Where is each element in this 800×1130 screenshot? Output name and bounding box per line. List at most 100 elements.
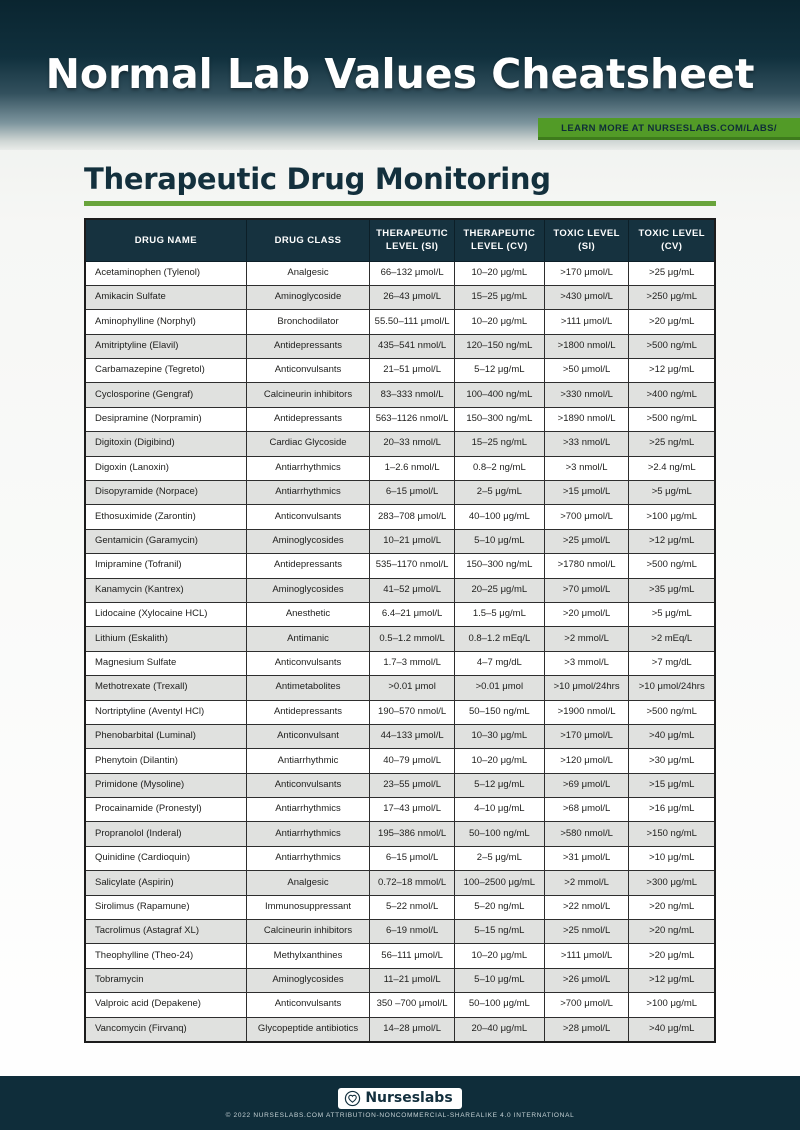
toxic-level-cv-cell: >16 μg/mL (628, 797, 716, 823)
drug-class-cell: Anticonvulsants (245, 650, 371, 677)
table-row: Aminophylline (Norphyl) Bronchodilator 55.… (84, 309, 716, 335)
toxic-level-cv-cell: >20 μg/mL (628, 943, 716, 969)
therapeutic-level-si-cell: 14–28 μmol/L (369, 1016, 455, 1043)
toxic-level-si-cell: >26 μmol/L (543, 967, 630, 994)
toxic-level-cv-cell: >5 μg/mL (628, 480, 716, 506)
drug-name-cell: Phenobarbital (Luminal) (84, 723, 247, 750)
drug-name-cell: Valproic acid (Depakene) (84, 992, 247, 1018)
therapeutic-level-si-cell: 5–22 nmol/L (369, 894, 455, 921)
page-title: Normal Lab Values Cheatsheet (45, 50, 755, 98)
table-row: Salicylate (Aspirin) Analgesic 0.72–18 mmo… (84, 870, 716, 896)
table-row: Tobramycin Aminoglycosides 11–21 μmol/L 5–1… (84, 967, 716, 994)
toxic-level-si-cell: >68 μmol/L (543, 797, 630, 823)
toxic-level-cv-cell: >2.4 ng/mL (628, 455, 716, 482)
therapeutic-level-cv-cell: 100–2500 μg/mL (453, 870, 545, 896)
table-row: Cyclosporine (Gengraf) Calcineurin inhibi… (84, 382, 716, 408)
therapeutic-level-cv-cell: 120–150 ng/mL (453, 333, 545, 360)
therapeutic-level-si-cell: 6–19 nmol/L (369, 919, 455, 945)
therapeutic-level-si-cell: 26–43 μmol/L (369, 284, 455, 311)
therapeutic-level-cv-cell: 20–40 μg/mL (453, 1016, 545, 1043)
column-header: TOXIC LEVEL (SI) (543, 218, 630, 262)
toxic-level-si-cell: >70 μmol/L (543, 577, 630, 603)
therapeutic-level-cv-cell: 5–10 μg/mL (453, 967, 545, 994)
drug-name-cell: Primidone (Mysoline) (84, 772, 247, 799)
toxic-level-cv-cell: >12 μg/mL (628, 967, 716, 994)
drug-class-cell: Anticonvulsants (245, 358, 371, 384)
table-row: Acetaminophen (Tylenol) Analgesic 66–132 μ… (84, 260, 716, 286)
drug-class-cell: Anticonvulsants (245, 504, 371, 530)
toxic-level-cv-cell: >100 μg/mL (628, 992, 716, 1018)
toxic-level-si-cell: >330 nmol/L (543, 382, 630, 408)
drug-name-cell: Digitoxin (Digibind) (84, 431, 247, 457)
drug-class-cell: Aminoglycoside (245, 284, 371, 311)
drug-class-cell: Antidepressants (245, 333, 371, 360)
therapeutic-level-cv-cell: 2–5 μg/mL (453, 480, 545, 506)
toxic-level-si-cell: >3 mmol/L (543, 650, 630, 677)
toxic-level-si-cell: >25 nmol/L (543, 919, 630, 945)
drug-class-cell: Anticonvulsants (245, 992, 371, 1018)
learn-more-ribbon[interactable]: LEARN MORE AT NURSESLABS.COM/LABS/ (538, 118, 800, 140)
toxic-level-cv-cell: >10 μmol/24hrs (628, 675, 716, 701)
toxic-level-cv-cell: >20 μg/mL (628, 309, 716, 335)
table-row: Ethosuximide (Zarontin) Anticonvulsants 28… (84, 504, 716, 530)
footer: Nurseslabs © 2022 NURSESLABS.COM ATTRIBU… (0, 1076, 800, 1130)
toxic-level-si-cell: >1900 nmol/L (543, 699, 630, 725)
table-row: Disopyramide (Norpace) Antiarrhythmics 6–1… (84, 480, 716, 506)
section-title: Therapeutic Drug Monitoring (84, 162, 551, 196)
toxic-level-cv-cell: >5 μg/mL (628, 601, 716, 628)
table-row: Nortriptyline (Aventyl HCl) Antidepressan… (84, 699, 716, 725)
therapeutic-level-cv-cell: 50–100 ng/mL (453, 821, 545, 847)
toxic-level-si-cell: >20 μmol/L (543, 601, 630, 628)
toxic-level-cv-cell: >10 μg/mL (628, 845, 716, 872)
table-row: Phenytoin (Dilantin) Antiarrhythmic 40–79 … (84, 748, 716, 774)
therapeutic-level-cv-cell: 10–20 μg/mL (453, 748, 545, 774)
drug-class-cell: Antiarrhythmics (245, 845, 371, 872)
therapeutic-level-si-cell: 83–333 nmol/L (369, 382, 455, 408)
therapeutic-level-cv-cell: 5–12 μg/mL (453, 358, 545, 384)
drug-class-cell: Calcineurin inhibitors (245, 919, 371, 945)
therapeutic-level-cv-cell: 40–100 μg/mL (453, 504, 545, 530)
therapeutic-level-cv-cell: 10–20 μg/mL (453, 260, 545, 286)
table-row: Phenobarbital (Luminal) Anticonvulsant 44–… (84, 723, 716, 750)
drug-class-cell: Antiarrhythmics (245, 455, 371, 482)
toxic-level-si-cell: >1890 nmol/L (543, 406, 630, 433)
drug-name-cell: Nortriptyline (Aventyl HCl) (84, 699, 247, 725)
toxic-level-si-cell: >111 μmol/L (543, 309, 630, 335)
therapeutic-level-cv-cell: 1.5–5 μg/mL (453, 601, 545, 628)
toxic-level-cv-cell: >7 mg/dL (628, 650, 716, 677)
drug-name-cell: Digoxin (Lanoxin) (84, 455, 247, 482)
toxic-level-si-cell: >170 μmol/L (543, 723, 630, 750)
drug-class-cell: Antiarrhythmic (245, 748, 371, 774)
toxic-level-cv-cell: >500 ng/mL (628, 406, 716, 433)
therapeutic-level-si-cell: 283–708 μmol/L (369, 504, 455, 530)
drug-class-cell: Antimanic (245, 626, 371, 652)
drug-name-cell: Kanamycin (Kantrex) (84, 577, 247, 603)
drug-class-cell: Antiarrhythmics (245, 480, 371, 506)
heart-pulse-icon (344, 1090, 361, 1107)
drug-class-cell: Immunosuppressant (245, 894, 371, 921)
therapeutic-level-cv-cell: 50–150 ng/mL (453, 699, 545, 725)
therapeutic-level-si-cell: 21–51 μmol/L (369, 358, 455, 384)
therapeutic-level-cv-cell: 5–15 ng/mL (453, 919, 545, 945)
table-row: Amitriptyline (Elavil) Antidepressants 435… (84, 333, 716, 360)
drug-name-cell: Imipramine (Tofranil) (84, 553, 247, 579)
drug-name-cell: Desipramine (Norpramin) (84, 406, 247, 433)
therapeutic-level-cv-cell: 15–25 ng/mL (453, 431, 545, 457)
table-row: Desipramine (Norpramin) Antidepressants 56… (84, 406, 716, 433)
therapeutic-level-cv-cell: 20–25 μg/mL (453, 577, 545, 603)
drug-class-cell: Analgesic (245, 260, 371, 286)
toxic-level-si-cell: >1800 nmol/L (543, 333, 630, 360)
drug-name-cell: Procainamide (Pronestyl) (84, 797, 247, 823)
toxic-level-cv-cell: >25 ng/mL (628, 431, 716, 457)
therapeutic-level-cv-cell: 150–300 ng/mL (453, 553, 545, 579)
drug-class-cell: Anticonvulsant (245, 723, 371, 750)
toxic-level-cv-cell: >12 μg/mL (628, 528, 716, 555)
therapeutic-level-cv-cell: 4–7 mg/dL (453, 650, 545, 677)
therapeutic-level-cv-cell: 4–10 μg/mL (453, 797, 545, 823)
toxic-level-si-cell: >33 nmol/L (543, 431, 630, 457)
therapeutic-level-cv-cell: 2–5 μg/mL (453, 845, 545, 872)
therapeutic-level-cv-cell: 0.8–1.2 mEq/L (453, 626, 545, 652)
drug-name-cell: Salicylate (Aspirin) (84, 870, 247, 896)
drug-class-cell: Aminoglycosides (245, 528, 371, 555)
column-header: DRUG NAME (84, 218, 247, 262)
